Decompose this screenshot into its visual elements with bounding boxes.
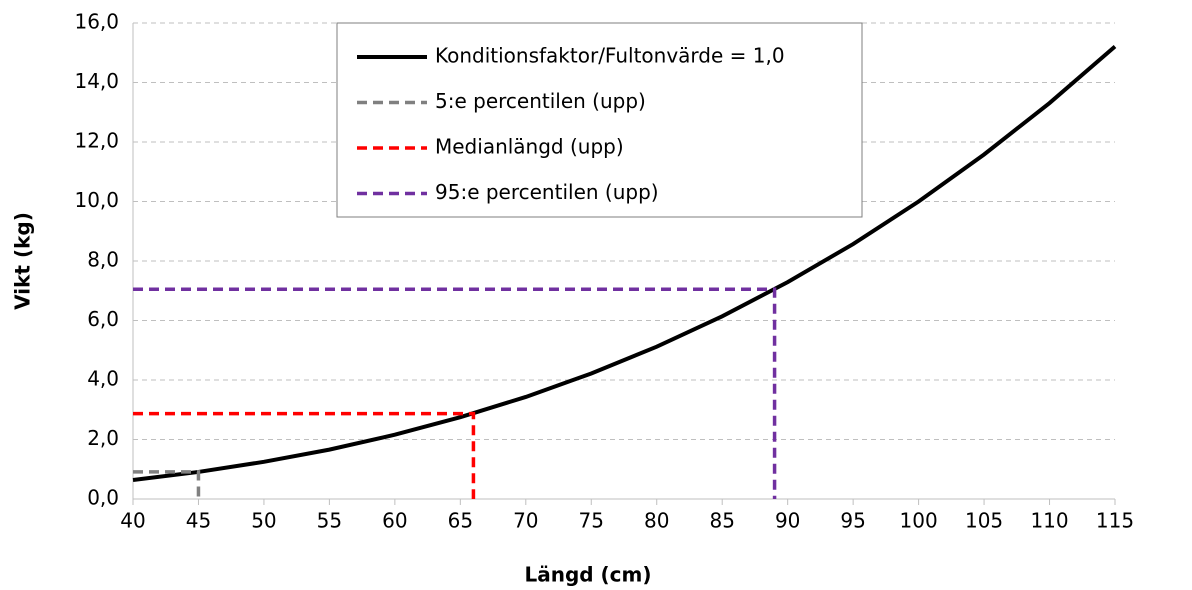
x-axis-label: Längd (cm) [524, 563, 651, 587]
x-tick-label: 65 [448, 509, 473, 533]
y-tick-label: 10,0 [74, 188, 119, 212]
y-axis-label: Vikt (kg) [11, 212, 35, 310]
x-tick-label: 70 [513, 509, 538, 533]
series-line [132, 44, 1117, 482]
x-tick-label: 55 [317, 509, 342, 533]
y-tick-label: 12,0 [74, 129, 119, 153]
y-tick-label: 6,0 [87, 307, 119, 331]
x-tick-label: 100 [900, 509, 938, 533]
x-tick-label: 90 [775, 509, 800, 533]
x-tick-label: 110 [1030, 509, 1068, 533]
x-tick-label: 105 [965, 509, 1003, 533]
y-tick-label: 4,0 [87, 367, 119, 391]
x-tick-label: 60 [382, 509, 407, 533]
x-tick-label: 50 [251, 509, 276, 533]
x-tick-label: 95 [840, 509, 865, 533]
y-tick-label: 2,0 [87, 426, 119, 450]
legend-label: 95:e percentilen (upp) [435, 180, 659, 204]
series-line [133, 470, 201, 499]
legend-label: Medianlängd (upp) [435, 135, 624, 159]
y-tick-label: 0,0 [87, 486, 119, 510]
series-line [133, 287, 777, 499]
y-tick-label: 8,0 [87, 248, 119, 272]
series-line [133, 411, 476, 499]
x-tick-label: 45 [186, 509, 211, 533]
y-tick-label: 16,0 [74, 10, 119, 34]
x-tick-label: 85 [709, 509, 734, 533]
x-tick-label: 40 [120, 509, 145, 533]
x-tick-label: 115 [1096, 509, 1134, 533]
legend-label: 5:e percentilen (upp) [435, 89, 646, 113]
y-tick-label: 14,0 [74, 69, 119, 93]
x-tick-label: 75 [579, 509, 604, 533]
legend-label: Konditionsfaktor/Fultonvärde = 1,0 [435, 44, 785, 68]
x-tick-label: 80 [644, 509, 669, 533]
